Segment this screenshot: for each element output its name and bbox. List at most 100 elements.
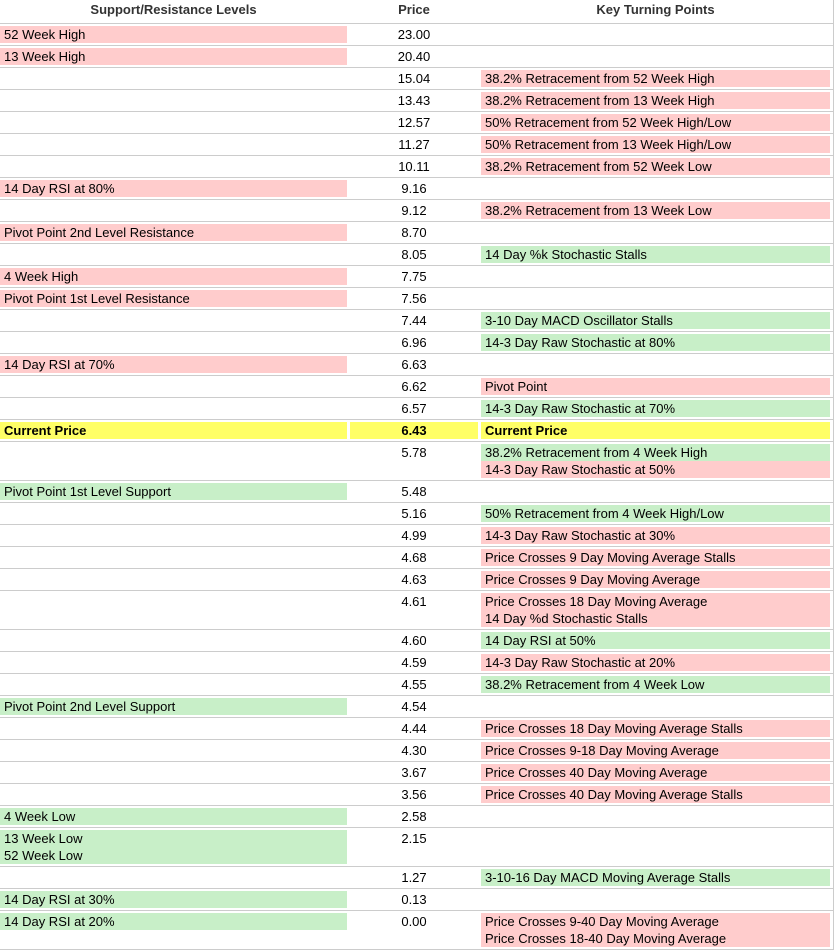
turning-points-cell: 14 Day %k Stochastic Stalls [481,246,830,263]
price-cell: 4.54 [350,698,478,715]
price-value: 9.16 [401,181,427,196]
turning-point-label-text: 38.2% Retracement from 13 Week High [485,93,715,108]
table-row: 8.05 14 Day %k Stochastic Stalls [0,244,833,266]
price-cell: 11.27 [350,136,478,153]
table-header-row: Support/Resistance Levels Price Key Turn… [0,0,833,24]
table-row: 7.44 3-10 Day MACD Oscillator Stalls [0,310,833,332]
price-value: 9.12 [401,203,427,218]
turning-point-label: 38.2% Retracement from 13 Week High [481,92,830,109]
turning-points-cell: Price Crosses 9-40 Day Moving Average Pri… [481,913,830,947]
turning-points-cell [481,891,830,908]
level-label: Pivot Point 2nd Level Support [0,698,347,715]
table-row: 4 Week Low 2.58 [0,806,833,828]
table-row: Pivot Point 1st Level Support 5.48 [0,481,833,503]
price-value: 5.16 [401,506,427,521]
turning-points-cell: 50% Retracement from 52 Week High/Low [481,114,830,131]
turning-points-cell: 38.2% Retracement from 13 Week High [481,92,830,109]
level-label-text: Pivot Point 2nd Level Resistance [4,225,195,240]
turning-point-label: 14-3 Day Raw Stochastic at 20% [481,654,830,671]
turning-points-cell: Current Price [481,422,830,439]
turning-points-cell [481,356,830,373]
level-cell: 14 Day RSI at 30% [0,891,347,908]
price-cell: 6.43 [350,422,478,439]
price-cell: 8.70 [350,224,478,241]
price-value: 4.63 [401,572,427,587]
turning-point-label-text: 50% Retracement from 4 Week High/Low [485,506,724,521]
level-cell: Pivot Point 1st Level Resistance [0,290,347,307]
price-cell: 6.62 [350,378,478,395]
price-value: 7.44 [401,313,427,328]
turning-points-cell: 38.2% Retracement from 52 Week Low [481,158,830,175]
price-cell: 12.57 [350,114,478,131]
price-value: 2.15 [401,831,427,846]
price-cell: 7.56 [350,290,478,307]
level-cell: 13 Week High [0,48,347,65]
price-value: 7.75 [401,269,427,284]
level-label: 4 Week Low [0,808,347,825]
level-cell [0,505,347,522]
column-header-price: Price [398,2,430,17]
level-cell: Pivot Point 2nd Level Resistance [0,224,347,241]
price-cell: 4.30 [350,742,478,759]
price-cell: 2.15 [350,830,478,864]
price-value: 6.96 [401,335,427,350]
turning-point-label: 14 Day %k Stochastic Stalls [481,246,830,263]
turning-point-label: Price Crosses 9 Day Moving Average [481,571,830,588]
turning-point-label-text: 38.2% Retracement from 52 Week Low [485,159,712,174]
table-row: 52 Week High 23.00 [0,24,833,46]
price-cell: 4.59 [350,654,478,671]
level-cell [0,378,347,395]
table-row: 4.55 38.2% Retracement from 4 Week Low [0,674,833,696]
table-row: 4.30 Price Crosses 9-18 Day Moving Averag… [0,740,833,762]
table-row: 14 Day RSI at 30% 0.13 [0,889,833,911]
price-value: 6.43 [350,422,478,439]
turning-points-cell [481,180,830,197]
price-cell: 20.40 [350,48,478,65]
level-label-text: 14 Day RSI at 20% [4,914,115,929]
price-value: 6.57 [401,401,427,416]
table-row: 10.11 38.2% Retracement from 52 Week Low [0,156,833,178]
table-row: 1.27 3-10-16 Day MACD Moving Average Stal… [0,867,833,889]
turning-point-label-text: 3-10 Day MACD Oscillator Stalls [485,313,673,328]
turning-point-label: Price Crosses 40 Day Moving Average [481,764,830,781]
level-cell [0,444,347,478]
current-price-row: Current Price 6.43 Current Price [0,420,833,442]
turning-point-label-text: 14-3 Day Raw Stochastic at 80% [485,335,676,350]
turning-points-cell: 38.2% Retracement from 4 Week High 14-3 D… [481,444,830,478]
turning-points-cell: 38.2% Retracement from 52 Week High [481,70,830,87]
turning-points-cell: Price Crosses 9 Day Moving Average Stall… [481,549,830,566]
price-cell: 8.05 [350,246,478,263]
level-label-text: 14 Day RSI at 70% [4,357,115,372]
level-cell [0,158,347,175]
turning-point-label-text: 50% Retracement from 13 Week High/Low [485,137,732,152]
turning-point-label: 14-3 Day Raw Stochastic at 50% [481,461,830,478]
price-value: 4.30 [401,743,427,758]
level-label-text: 14 Day RSI at 30% [4,892,115,907]
turning-point-label-text: Price Crosses 18 Day Moving Average Stal… [485,721,743,736]
price-cell: 5.48 [350,483,478,500]
turning-point-label: Price Crosses 9 Day Moving Average Stall… [481,549,830,566]
price-cell: 9.16 [350,180,478,197]
table-row: 6.96 14-3 Day Raw Stochastic at 80% [0,332,833,354]
turning-point-label-text: Price Crosses 9 Day Moving Average [485,572,701,587]
level-label: Pivot Point 1st Level Resistance [0,290,347,307]
turning-point-label-text: 38.2% Retracement from 52 Week High [485,71,715,86]
price-value: 4.54 [401,699,427,714]
level-label-text: 13 Week Low [4,831,83,846]
price-value: 11.27 [398,137,430,152]
level-cell [0,742,347,759]
table-row: 4.44 Price Crosses 18 Day Moving Average … [0,718,833,740]
table-row: 15.04 38.2% Retracement from 52 Week High [0,68,833,90]
level-cell [0,400,347,417]
price-cell: 4.55 [350,676,478,693]
turning-point-label-text: 14 Day %k Stochastic Stalls [485,247,647,262]
level-cell: Current Price [0,422,347,439]
price-cell: 7.44 [350,312,478,329]
price-value: 1.27 [401,870,427,885]
price-cell: 6.63 [350,356,478,373]
price-cell: 4.63 [350,571,478,588]
price-cell: 0.00 [350,913,478,947]
turning-points-cell [481,830,830,864]
turning-points-cell [481,808,830,825]
level-cell [0,92,347,109]
